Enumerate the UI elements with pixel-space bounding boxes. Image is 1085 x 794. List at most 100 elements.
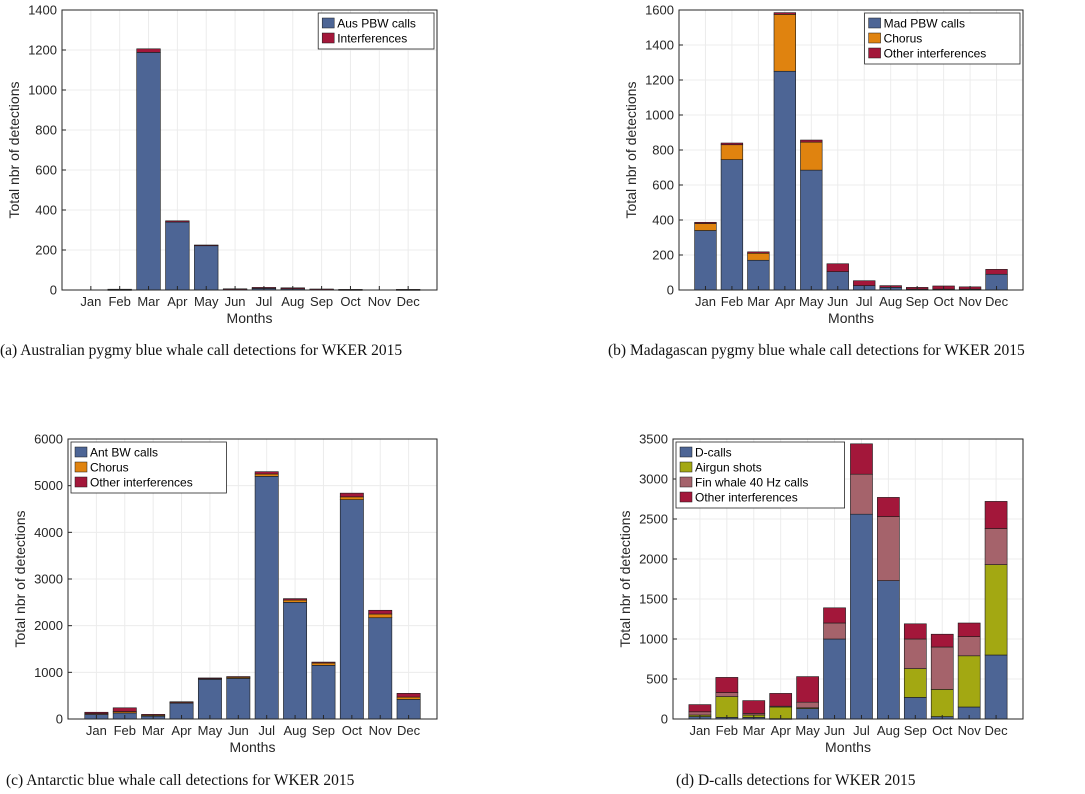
bar-segment	[254, 476, 279, 720]
x-tick-label: Jan	[80, 294, 101, 309]
bar-segment	[226, 678, 251, 720]
y-tick-label: 800	[652, 143, 674, 158]
bar-segment	[339, 496, 364, 500]
bar-segment	[694, 223, 717, 231]
bar-segment	[823, 638, 846, 720]
x-tick-label: Sep	[310, 294, 333, 309]
bar-segment	[930, 689, 954, 717]
x-tick-label: Mar	[142, 723, 165, 738]
bar-segment	[197, 677, 222, 680]
bar-segment	[877, 580, 900, 720]
x-tick-label: Mar	[747, 294, 770, 309]
legend-label: Other interferences	[90, 476, 193, 490]
y-tick-label: 1000	[34, 665, 63, 680]
legend-swatch	[679, 461, 693, 473]
x-tick-label: Aug	[281, 294, 304, 309]
legend-swatch	[74, 446, 88, 458]
legend-swatch	[868, 47, 881, 59]
bar-segment	[823, 607, 846, 624]
chart-c: 0 1000 2000 3000 4000 5000 6000 Jan Feb Mar Apr May…	[12, 432, 438, 755]
chart-d: 0 500 1000 1500 2000 2500 3000 3500 Jan Feb Mar Apr…	[617, 432, 1024, 755]
bar-segment	[694, 230, 717, 291]
bar-segment	[985, 269, 1008, 275]
bar-segment	[826, 263, 849, 272]
bar-segment	[694, 221, 717, 224]
legend-swatch	[868, 32, 881, 44]
bar-segment	[984, 564, 1008, 656]
legend-swatch	[679, 476, 693, 488]
bar-segment	[720, 142, 744, 146]
legend-label: Interferences	[337, 32, 407, 46]
x-tick-label: Aug	[879, 294, 902, 309]
plot-area	[62, 10, 437, 290]
bar-segment	[254, 471, 279, 475]
x-tick-label: Feb	[721, 294, 743, 309]
bar-segment	[903, 623, 927, 640]
y-tick-label: 3000	[639, 472, 668, 487]
x-tick-label: Oct	[933, 294, 954, 309]
legend-swatch	[74, 461, 88, 473]
chart-caption: (a) Australian pygmy blue whale call det…	[0, 342, 403, 359]
y-tick-label: 400	[652, 213, 674, 228]
y-tick-label: 0	[56, 712, 63, 727]
x-tick-label: Dec	[397, 294, 421, 309]
y-axis-label: Total nbr of detections	[12, 511, 28, 648]
x-tick-label: Jun	[228, 723, 249, 738]
x-tick-label: Mar	[743, 723, 766, 738]
bar-segment	[877, 516, 900, 581]
bar-segment	[903, 668, 927, 698]
legend-box	[864, 12, 1021, 65]
y-tick-label: 0	[661, 712, 668, 727]
y-tick-label: 0	[667, 283, 674, 298]
x-tick-label: May	[799, 294, 824, 309]
bar-segment	[957, 622, 981, 637]
y-tick-label: 200	[35, 243, 57, 258]
bar-segment	[169, 701, 194, 703]
y-tick-label: 1000	[639, 632, 668, 647]
y-tick-label: 3500	[639, 432, 668, 447]
chart-caption: (d) D-calls detections for WKER 2015	[676, 772, 916, 789]
bar-segment	[796, 676, 819, 703]
bar-segment	[957, 655, 981, 708]
y-tick-label: 800	[35, 123, 57, 138]
legend-label: D-calls	[695, 446, 732, 460]
x-tick-label: Nov	[369, 723, 393, 738]
y-tick-label: 200	[652, 248, 674, 263]
legend-label: Mad PBW calls	[884, 17, 965, 31]
bar-segment	[165, 220, 190, 223]
bar-segment	[368, 617, 393, 720]
x-axis-label: Months	[825, 739, 871, 755]
bar-segment	[112, 707, 137, 712]
x-tick-label: Oct	[340, 294, 361, 309]
x-tick-label: Feb	[108, 294, 130, 309]
bar-segment	[396, 696, 421, 700]
chart-a: 0 200 400 600 800 1000 1200 1400 Jan Feb Mar Apr May…	[6, 3, 438, 326]
x-tick-label: Nov	[368, 294, 392, 309]
x-tick-label: Mar	[137, 294, 160, 309]
x-axis-label: Months	[227, 310, 273, 326]
bar-segment	[194, 244, 219, 247]
legend-swatch	[74, 476, 88, 488]
legend-swatch	[321, 32, 335, 44]
chart-panel-d: 0 500 1000 1500 2000 2500 3000 3500 Jan Feb Mar Apr…	[542, 397, 1085, 794]
x-tick-label: Aug	[877, 723, 900, 738]
y-tick-label: 2000	[34, 618, 63, 633]
bar-segment	[197, 679, 222, 720]
bar-segment	[339, 499, 364, 720]
bar-segment	[800, 139, 823, 143]
x-tick-label: Jul	[256, 294, 273, 309]
bar-segment	[823, 622, 846, 640]
bar-segment	[853, 280, 876, 286]
y-tick-label: 2000	[639, 552, 668, 567]
x-tick-label: Jan	[689, 723, 710, 738]
y-tick-label: 1400	[645, 38, 674, 53]
x-tick-label: Jan	[86, 723, 107, 738]
bar-segment	[850, 473, 873, 515]
y-tick-label: 1600	[645, 3, 674, 18]
bar-segment	[311, 665, 336, 720]
legend-label: Other interferences	[695, 491, 798, 505]
x-tick-label: Jan	[695, 294, 716, 309]
